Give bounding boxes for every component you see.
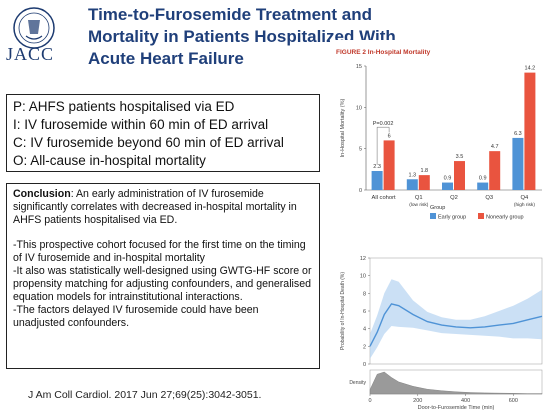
x-tick-label: 0 (368, 398, 371, 404)
bar-nonearly-group (383, 140, 395, 190)
y-tick-label: 0 (359, 188, 362, 194)
density-label: Density (349, 380, 366, 386)
title-line-2: Mortality in Patients Hospitalized With (88, 27, 396, 46)
y-tick-label: 10 (360, 274, 366, 280)
x-tick-label: 200 (413, 398, 422, 404)
y-tick-label: 8 (363, 291, 366, 297)
x-tick-label: (low risk) (409, 202, 429, 208)
bar-value-label: 0.9 (479, 176, 487, 182)
confidence-band (370, 279, 542, 359)
x-tick-label: Q4 (521, 195, 530, 201)
bar-early-group (371, 170, 383, 190)
bar-nonearly-group (489, 151, 501, 190)
bar-early-group (477, 182, 489, 190)
y-tick-label: 2 (363, 344, 366, 350)
bar-early-group (512, 137, 524, 190)
conclusion-label: Conclusion (13, 188, 71, 200)
jacc-emblem (13, 7, 55, 49)
bar-value-label: 3.5 (456, 154, 464, 160)
probability-line (369, 303, 543, 347)
conclusion-paragraph: Conclusion: An early administration of I… (13, 188, 313, 227)
y-axis-label: Probability of In-Hospital Death (%) (340, 272, 346, 350)
bar-nonearly-group (524, 72, 536, 190)
bar-value-label: 14.2 (525, 66, 536, 72)
conclusion-box: Conclusion: An early administration of I… (6, 183, 320, 369)
chart-title: FIGURE 2 In-Hospital Mortality (336, 49, 431, 56)
density-area (369, 371, 543, 395)
legend-entry: Early group (438, 215, 466, 221)
title-line-3: Acute Heart Failure (88, 49, 244, 68)
y-tick-label: 0 (363, 362, 366, 368)
y-tick-label: 15 (356, 64, 362, 70)
y-axis-label: In-Hospital Mortality (%) (340, 98, 346, 157)
logo-text: JACC (6, 44, 55, 64)
y-tick-label: 6 (363, 309, 366, 315)
pico-box: P: AHFS patients hospitalised via ED I: … (6, 94, 320, 172)
x-tick-label: (high risk) (514, 202, 535, 208)
bar-nonearly-group (454, 161, 465, 190)
bar-value-label: 6 (388, 133, 391, 139)
bar-value-label: 6.3 (514, 131, 522, 137)
jacc-logo (8, 6, 80, 66)
bullet-2: -It also was statistically well-designed… (13, 265, 312, 303)
legend-swatch (430, 213, 436, 219)
bar-value-label: 0.9 (444, 176, 452, 182)
legend-title: Group (430, 205, 445, 211)
bar-early-group (406, 179, 418, 190)
bullet-3: -The factors delayed IV furosemide could… (13, 304, 259, 329)
y-tick-label: 10 (356, 105, 362, 111)
x-tick-label: 400 (461, 398, 470, 404)
legend-entry: Nonearly group (486, 215, 524, 221)
conclusion-text: : An early administration of IV furosemi… (13, 188, 297, 226)
y-tick-label: 5 (359, 147, 362, 153)
mortality-bar-chart: FIGURE 2 In-Hospital Mortality 0 5 10 15 In-H… (330, 40, 548, 228)
x-tick-label: Q1 (415, 195, 423, 201)
bar-value-label: 4.7 (491, 144, 499, 150)
p-value-annotation: P=0.002 (373, 121, 394, 127)
title-line-1: Time-to-Furosemide Treatment and (88, 5, 373, 24)
pico-comparison: C: IV furosemide beyond 60 min of ED arr… (13, 135, 284, 150)
bar-value-label: 1.8 (420, 168, 428, 174)
y-tick-label: 12 (360, 256, 366, 262)
pico-outcome: O: All-cause in-hospital mortality (13, 153, 206, 168)
x-tick-label: All cohort (372, 195, 397, 201)
probability-line-chart: 0 2 4 6 8 10 12 Probability of In-Hospital Deat… (330, 252, 548, 412)
bar-value-label: 1.3 (408, 172, 416, 178)
chart-background (330, 40, 548, 228)
page-title: Time-to-Furosemide Treatment and Mortali… (88, 4, 488, 70)
bar-early-group (442, 182, 453, 190)
significance-bracket (376, 126, 390, 165)
x-tick-label: Q2 (450, 195, 458, 201)
x-tick-label: 600 (509, 398, 518, 404)
bar-value-label: 2.3 (373, 164, 381, 170)
pico-intervention: I: IV furosemide within 60 min of ED arr… (13, 117, 269, 132)
x-axis-label: Door-to-Furosemide Time (min) (418, 405, 495, 411)
bullet-1: -This prospective cohort focused for the… (13, 239, 306, 264)
legend-swatch (478, 213, 484, 219)
x-tick-label: Q3 (485, 195, 493, 201)
bar-nonearly-group (418, 175, 430, 190)
citation: J Am Coll Cardiol. 2017 Jun 27;69(25):30… (28, 389, 262, 401)
y-tick-label: 4 (363, 327, 366, 333)
pico-population: P: AHFS patients hospitalised via ED (13, 99, 235, 114)
